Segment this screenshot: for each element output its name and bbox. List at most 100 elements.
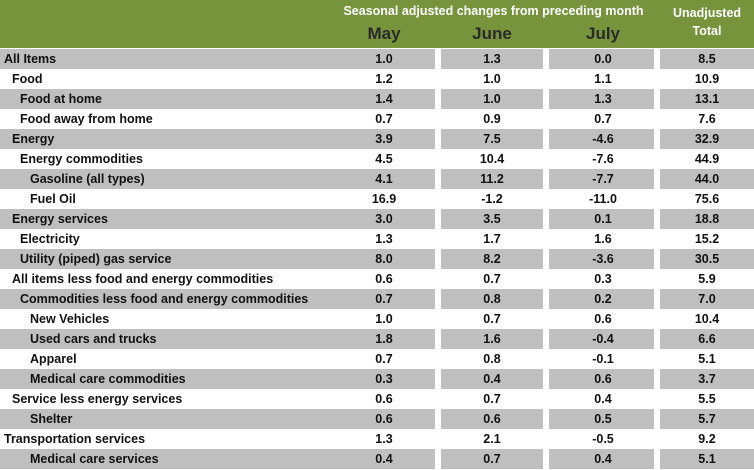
- cell-total: 9.2: [698, 432, 716, 446]
- cell-june: 3.5: [483, 212, 501, 226]
- table-row: Medical care commodities 0.3 0.4 0.6 3.7: [0, 369, 754, 389]
- month-header-may: May: [367, 24, 401, 43]
- cell-june: 0.7: [483, 392, 501, 406]
- cell-may: 0.4: [375, 452, 393, 466]
- cell-june: 0.7: [483, 272, 501, 286]
- column-gap: [543, 369, 549, 389]
- cell-july: 0.4: [594, 392, 612, 406]
- unadjusted-total-heading: Unadjusted Total: [660, 4, 754, 40]
- column-gap: [543, 249, 549, 269]
- table-row: Shelter 0.6 0.6 0.5 5.7: [0, 409, 754, 429]
- table-row: Energy services 3.0 3.5 0.1 18.8: [0, 209, 754, 229]
- cell-total: 5.5: [698, 392, 716, 406]
- column-gap: [654, 169, 660, 189]
- table-row: Transportation services 1.3 2.1 -0.5 9.2: [0, 429, 754, 449]
- column-gap: [654, 369, 660, 389]
- column-gap: [654, 409, 660, 429]
- column-gap: [654, 449, 660, 469]
- table-row: Food away from home 0.7 0.9 0.7 7.6: [0, 109, 754, 129]
- table-row: Service less energy services 0.6 0.7 0.4 5.5: [0, 389, 754, 409]
- cell-may: 1.4: [375, 92, 393, 106]
- row-label: Medical care commodities: [30, 372, 186, 386]
- column-gap: [435, 449, 441, 469]
- cell-total: 18.8: [694, 212, 720, 226]
- cell-may: 1.2: [375, 72, 393, 86]
- column-gap: [435, 49, 441, 69]
- column-gap: [654, 329, 660, 349]
- column-gap: [543, 209, 549, 229]
- table-row: Used cars and trucks 1.8 1.6 -0.4 6.6: [0, 329, 754, 349]
- cell-total: 75.6: [694, 192, 720, 206]
- cell-may: 1.3: [375, 232, 393, 246]
- cell-total: 10.4: [694, 312, 720, 326]
- table-row: All items less food and energy commoditi…: [0, 269, 754, 289]
- cell-may: 1.0: [375, 52, 393, 66]
- cell-june: 1.0: [483, 92, 501, 106]
- cell-july: 1.1: [594, 72, 612, 86]
- row-label: All items less food and energy commoditi…: [12, 272, 274, 286]
- row-label: Food: [12, 72, 43, 86]
- cell-may: 0.6: [375, 412, 393, 426]
- column-gap: [543, 409, 549, 429]
- cell-total: 5.1: [698, 352, 716, 366]
- table-row: Food 1.2 1.0 1.1 10.9: [0, 69, 754, 89]
- cell-july: -7.6: [592, 152, 614, 166]
- cell-june: 1.6: [483, 332, 501, 346]
- row-label: Used cars and trucks: [30, 332, 157, 346]
- cell-may: 4.5: [375, 152, 393, 166]
- cell-july: 0.2: [594, 292, 612, 306]
- row-label: Service less energy services: [12, 392, 183, 406]
- cell-total: 5.7: [698, 412, 716, 426]
- row-label: Commodities less food and energy commodi…: [20, 292, 309, 306]
- cell-june: 10.4: [479, 152, 505, 166]
- cell-july: -0.4: [592, 332, 614, 346]
- row-label: Fuel Oil: [30, 192, 76, 206]
- cell-total: 6.6: [698, 332, 716, 346]
- cell-june: 7.5: [483, 132, 501, 146]
- cell-july: -3.6: [592, 252, 614, 266]
- table-row: Utility (piped) gas service 8.0 8.2 -3.6 30.…: [0, 249, 754, 269]
- cell-may: 4.1: [375, 172, 393, 186]
- table-row: New Vehicles 1.0 0.7 0.6 10.4: [0, 309, 754, 329]
- table-row: Medical care services 0.4 0.7 0.4 5.1: [0, 449, 754, 469]
- unadjusted-heading-line2: Total: [692, 24, 722, 38]
- month-header-june: June: [472, 24, 512, 43]
- column-gap: [654, 249, 660, 269]
- cell-july: 0.6: [594, 372, 612, 386]
- column-gap: [435, 89, 441, 109]
- row-label: New Vehicles: [30, 312, 110, 326]
- column-gap: [435, 289, 441, 309]
- cell-may: 0.7: [375, 292, 393, 306]
- cell-may: 3.0: [375, 212, 393, 226]
- table-row: Food at home 1.4 1.0 1.3 13.1: [0, 89, 754, 109]
- cell-july: 0.5: [594, 412, 612, 426]
- column-gap: [543, 449, 549, 469]
- cell-total: 7.6: [698, 112, 716, 126]
- cell-july: -0.5: [592, 432, 614, 446]
- table-row: Gasoline (all types) 4.1 11.2 -7.7 44.0: [0, 169, 754, 189]
- cell-may: 0.6: [375, 272, 393, 286]
- column-gap: [654, 89, 660, 109]
- table-row: Energy 3.9 7.5 -4.6 32.9: [0, 129, 754, 149]
- cell-june: -1.2: [481, 192, 503, 206]
- cell-total: 32.9: [694, 132, 720, 146]
- column-gap: [654, 129, 660, 149]
- cell-total: 7.0: [698, 292, 716, 306]
- cell-july: 0.4: [594, 452, 612, 466]
- unadjusted-heading-line1: Unadjusted: [672, 6, 742, 20]
- column-gap: [654, 209, 660, 229]
- column-gap: [543, 89, 549, 109]
- seasonal-group-heading: Seasonal adjusted changes from preceding…: [343, 4, 644, 18]
- cell-may: 16.9: [371, 192, 397, 206]
- cell-total: 30.5: [694, 252, 720, 266]
- cell-june: 0.6: [483, 412, 501, 426]
- column-gap: [435, 329, 441, 349]
- column-gap: [543, 329, 549, 349]
- cell-july: 0.0: [594, 52, 612, 66]
- table-row: Apparel 0.7 0.8 -0.1 5.1: [0, 349, 754, 369]
- cell-june: 1.7: [483, 232, 501, 246]
- column-gap: [435, 409, 441, 429]
- cell-june: 2.1: [483, 432, 501, 446]
- cell-may: 0.7: [375, 112, 393, 126]
- row-label: Energy commodities: [20, 152, 143, 166]
